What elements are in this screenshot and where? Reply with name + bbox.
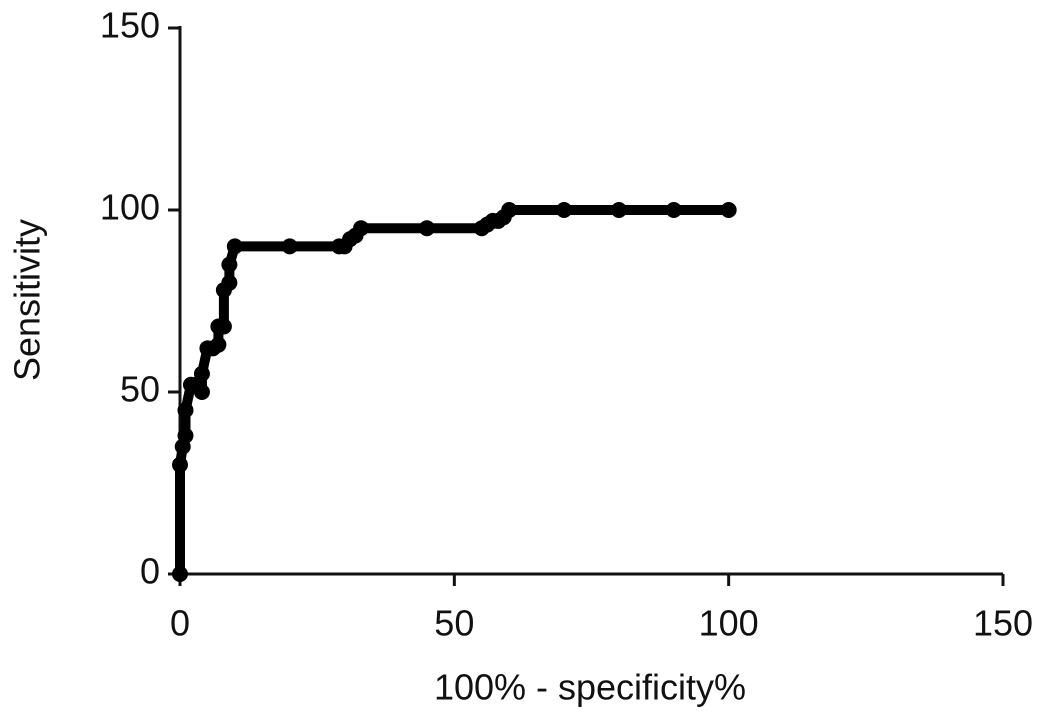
- point: [193, 365, 210, 382]
- point: [353, 220, 370, 237]
- roc-line: [175, 205, 729, 574]
- y-tick-label: 50: [120, 369, 160, 410]
- point: [193, 384, 210, 400]
- y-axis-title: Sensitivity: [7, 219, 48, 381]
- point: [418, 220, 435, 237]
- point: [610, 202, 627, 218]
- point: [221, 274, 238, 291]
- point: [665, 202, 682, 218]
- point: [281, 238, 298, 255]
- x-tick-label: 50: [434, 603, 474, 644]
- point: [177, 427, 194, 444]
- point: [501, 202, 518, 218]
- x-axis-title: 100% - specificity%: [434, 667, 746, 708]
- x-tick-label: 150: [973, 603, 1033, 644]
- point: [720, 202, 737, 218]
- point: [556, 202, 573, 218]
- point: [210, 336, 227, 353]
- point: [177, 402, 194, 419]
- y-tick-label: 100: [100, 187, 160, 228]
- point: [172, 456, 188, 473]
- x-tick-label: 100: [699, 603, 759, 644]
- y-tick-label: 150: [100, 5, 160, 46]
- point: [215, 318, 232, 335]
- point: [221, 256, 238, 273]
- x-tick-label: 0: [170, 603, 190, 644]
- point: [226, 238, 243, 255]
- y-tick-label: 0: [140, 551, 160, 592]
- point: [172, 566, 188, 582]
